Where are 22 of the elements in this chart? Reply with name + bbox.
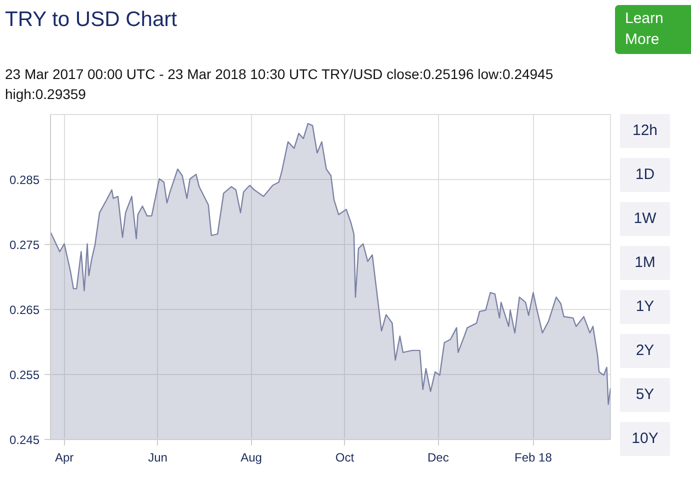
x-tick-label: Feb 18 [514, 450, 552, 464]
text: 1M [634, 252, 656, 273]
text: Learn More [625, 9, 664, 50]
chart-title: TRY to USD Chart [5, 7, 177, 33]
text: 12h [632, 120, 658, 141]
x-tick-label: Dec [428, 450, 449, 464]
y-tick-label: 0.265 [9, 302, 40, 317]
x-tick-label: Jun [148, 450, 168, 464]
chart-subtitle: 23 Mar 2017 00:00 UTC - 23 Mar 2018 10:30 UTC TRY/USD close:0.25196 low:0.24945 high:0.29359 [5, 64, 554, 104]
y-tick-label: 0.245 [9, 432, 40, 447]
x-tick-label: Apr [54, 450, 74, 464]
text: 2Y [636, 340, 654, 361]
text: 5Y [636, 384, 654, 405]
y-tick-label: 0.285 [9, 172, 40, 187]
x-tick-label: Oct [335, 450, 355, 464]
y-tick-label: 0.255 [9, 368, 40, 382]
text: 1W [634, 208, 656, 229]
text: 10Y [632, 428, 658, 449]
text: 1D [635, 164, 655, 185]
y-tick-label: 0.275 [9, 238, 40, 252]
x-tick-label: Aug [240, 450, 262, 464]
text: 1Y [636, 296, 654, 317]
